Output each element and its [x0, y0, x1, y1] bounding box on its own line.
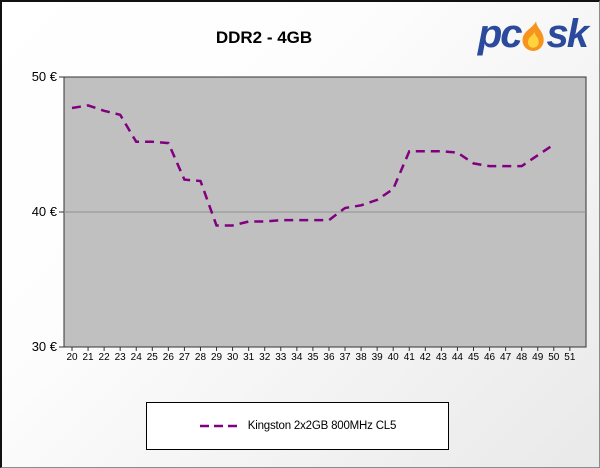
x-tick-label: 28	[194, 352, 207, 363]
x-tick-label: 41	[403, 352, 415, 363]
logo-text-right: sk	[546, 12, 589, 56]
x-tick-label: 47	[500, 352, 512, 363]
x-tick-label: 46	[483, 352, 496, 363]
x-tick-label: 36	[323, 352, 335, 363]
x-tick-label: 48	[516, 352, 528, 363]
x-tick-label: 34	[291, 352, 303, 363]
x-tick-label: 22	[98, 352, 110, 363]
x-tick-label: 26	[162, 352, 174, 363]
x-tick-label: 37	[339, 352, 351, 363]
legend-label: Kingston 2x2GB 800MHz CL5	[247, 420, 397, 432]
x-tick-label: 30	[227, 352, 239, 363]
x-tick-label: 42	[419, 352, 431, 363]
x-tick-label: 35	[307, 352, 319, 363]
pcosk-logo: pc sk	[477, 12, 589, 56]
y-tick-label: 50 €	[31, 69, 57, 84]
x-tick-label: 43	[435, 352, 447, 363]
x-tick-label: 32	[259, 352, 271, 363]
x-tick-label: 21	[82, 352, 94, 363]
x-tick-label: 38	[355, 352, 367, 363]
x-tick-label: 29	[210, 352, 223, 363]
x-tick-label: 27	[178, 352, 190, 363]
legend: Kingston 2x2GB 800MHz CL5	[146, 402, 449, 450]
x-tick-label: 24	[130, 352, 142, 363]
x-tick-label: 49	[532, 352, 544, 363]
chart-title: DDR2 - 4GB	[215, 28, 313, 47]
x-tick-label: 50	[548, 352, 560, 363]
x-tick-label: 45	[467, 352, 480, 363]
x-tick-label: 23	[114, 352, 126, 363]
y-tick-label: 40 €	[31, 204, 57, 219]
x-tick-label: 39	[371, 352, 383, 363]
flame-icon	[522, 21, 544, 51]
x-tick-label: 40	[387, 352, 399, 363]
x-tick-label: 31	[243, 352, 255, 363]
legend-line-sample	[199, 424, 240, 428]
logo-text-left: pc	[477, 12, 523, 56]
x-tick-label: 33	[275, 352, 287, 363]
x-tick-label: 25	[146, 352, 158, 363]
y-tick-label: 30 €	[31, 339, 57, 354]
x-tick-label: 51	[564, 352, 576, 363]
x-tick-label: 44	[451, 352, 463, 363]
x-tick-label: 20	[66, 352, 78, 363]
